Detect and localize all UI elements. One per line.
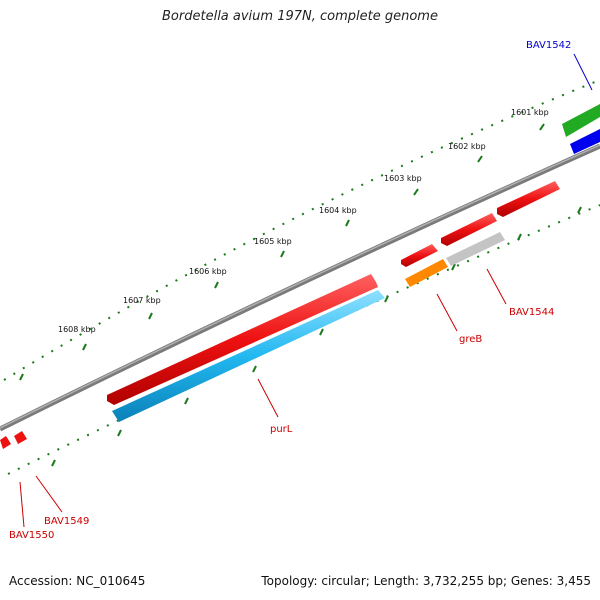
map-title: Bordetella avium 197N, complete genome (162, 9, 438, 24)
kbp-label-1603: 1603 kbp (384, 174, 422, 183)
label-greB: greB (459, 334, 482, 345)
kbp-label-1607: 1607 kbp (123, 296, 161, 305)
gene-red-3[interactable] (401, 244, 438, 267)
gene-features[interactable] (0, 104, 600, 449)
label-purL: purL (270, 424, 293, 435)
gene-red-1[interactable] (497, 181, 560, 217)
gene-red-long[interactable] (107, 274, 378, 405)
kbp-label-1602: 1602 kbp (448, 142, 486, 151)
kbp-label-1604: 1604 kbp (319, 206, 357, 215)
label-bav1542: BAV1542 (526, 40, 571, 51)
gene-red-2[interactable] (441, 213, 497, 246)
accession-text: Accession: NC_010645 (9, 574, 146, 588)
label-bav1550: BAV1550 (9, 530, 54, 541)
label-bav1549: BAV1549 (44, 516, 89, 527)
kbp-label-1601: 1601 kbp (511, 108, 549, 117)
gene-bav1549[interactable] (14, 431, 27, 444)
label-bav1544: BAV1544 (509, 307, 554, 318)
kbp-label-1608: 1608 kbp (58, 325, 96, 334)
gene-bav1544[interactable] (446, 232, 505, 266)
gene-labels: BAV1542 BAV1544 greB purL BAV1549 BAV155… (9, 40, 571, 541)
gene-bav1543[interactable] (570, 129, 600, 154)
outer-tick-scale (3, 79, 600, 381)
inner-tick-scale (7, 204, 600, 475)
gene-bav1550[interactable] (0, 436, 11, 449)
label-leaders (19, 53, 593, 528)
gene-bav1542[interactable] (562, 104, 600, 137)
genome-summary-text: Topology: circular; Length: 3,732,255 bp… (261, 574, 591, 588)
kbp-labels: 1601 kbp 1602 kbp 1603 kbp 1604 kbp 1605… (58, 108, 549, 334)
gene-greB[interactable] (405, 259, 448, 287)
genome-backbone (0, 143, 600, 432)
gene-purL[interactable] (112, 290, 385, 422)
kbp-label-1605: 1605 kbp (254, 237, 292, 246)
kbp-label-1606: 1606 kbp (189, 267, 227, 276)
